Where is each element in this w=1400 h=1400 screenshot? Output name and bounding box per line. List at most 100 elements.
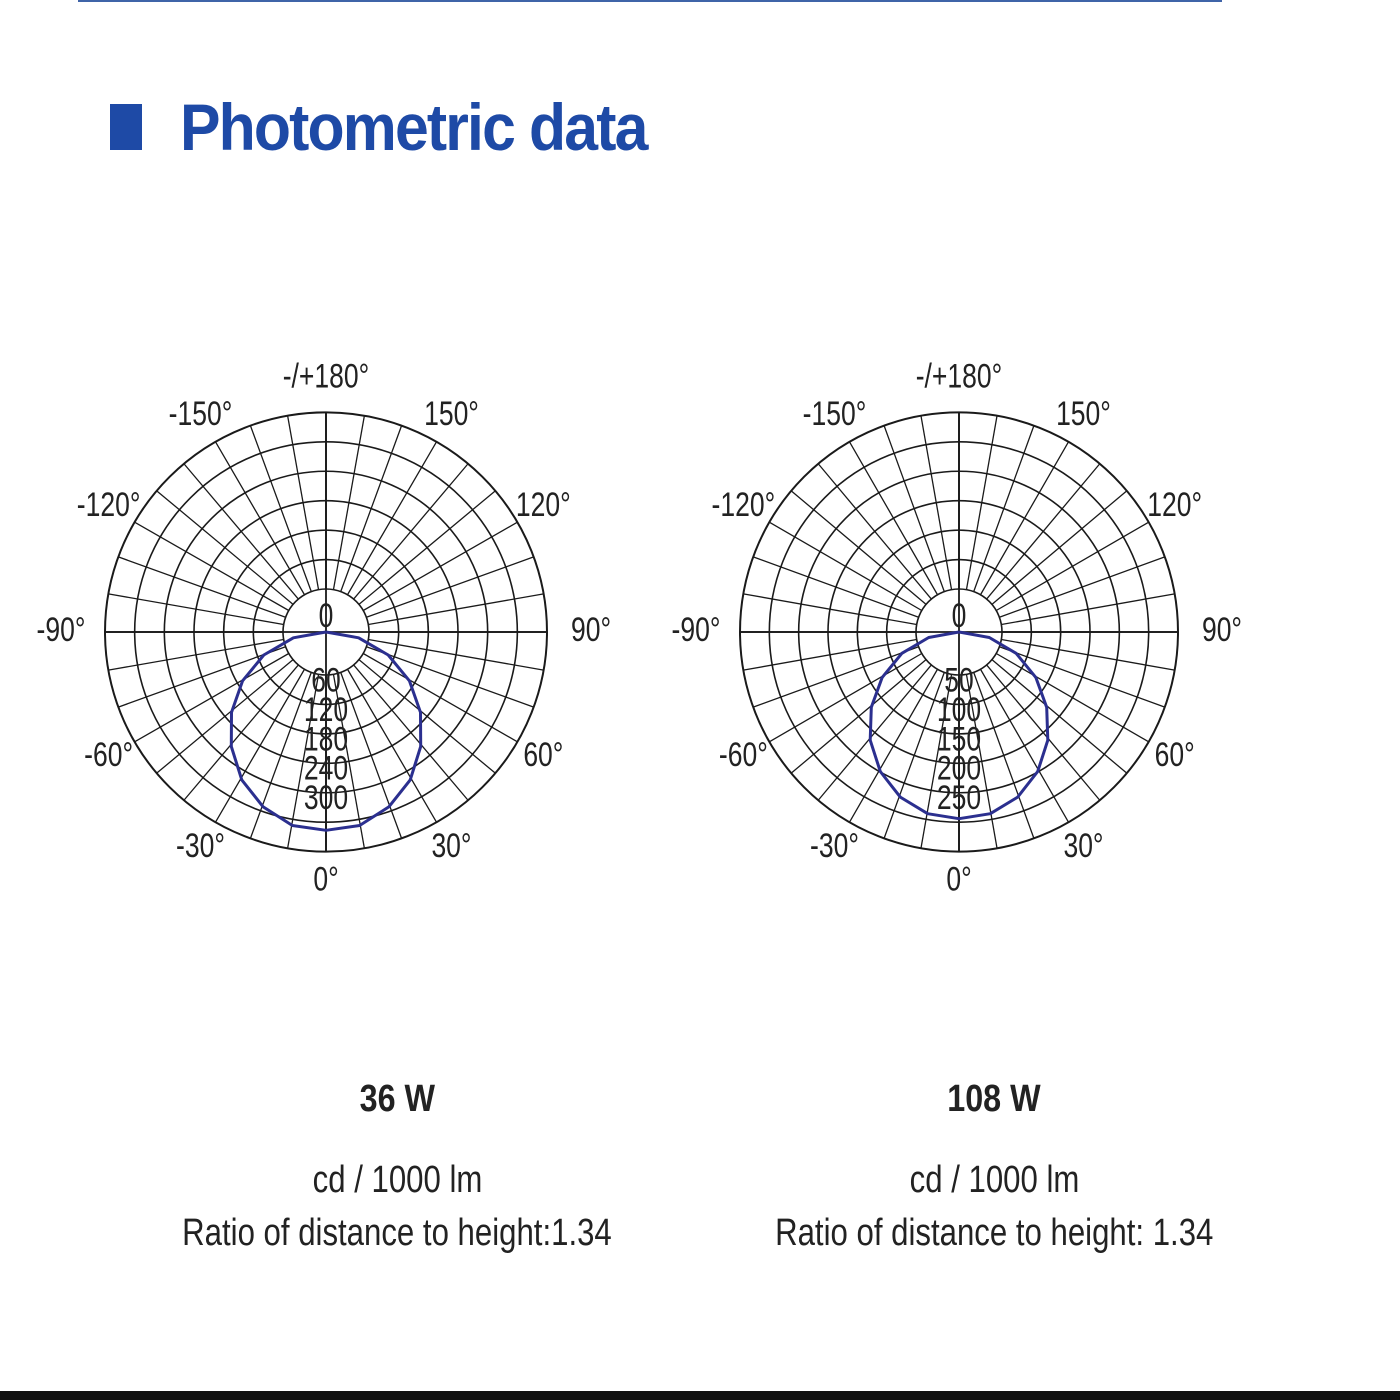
chart-2-angle-5: 150° <box>1056 395 1111 433</box>
chart-1-angle-3: 90° <box>571 611 611 649</box>
chart-2-spoke-260 <box>743 593 917 626</box>
chart-1-angle-9: -90° <box>37 611 86 649</box>
chart-2-spoke-20 <box>973 672 1035 839</box>
chart-2-spoke-80 <box>1001 638 1175 671</box>
chart-1-spoke-230 <box>156 490 294 605</box>
chart-1-angle-8: -120° <box>77 486 141 524</box>
chart-1-spoke-290 <box>118 646 286 708</box>
chart-2-spoke-250 <box>752 556 919 618</box>
chart-1-spoke-320 <box>183 664 299 801</box>
chart-2-spoke-70 <box>999 646 1166 708</box>
chart-2-angle-7: -150° <box>803 395 867 433</box>
chart-2-tick-200: 200 <box>937 750 981 788</box>
chart-2-spoke-140 <box>986 463 1101 600</box>
chart-caption-1: 36 W cd / 1000 lm Ratio of distance to h… <box>117 1078 677 1255</box>
chart-1-angle-10: -60° <box>84 736 133 774</box>
chart-1-tick-240: 240 <box>304 750 348 788</box>
chart-2-spoke-100 <box>1001 593 1175 626</box>
chart-1-spoke-110 <box>366 556 534 618</box>
chart-1-spoke-350 <box>286 674 320 849</box>
chart-2-spoke-350 <box>920 674 953 849</box>
chart-1-tick-300: 300 <box>304 779 348 817</box>
chart-1-spoke-300 <box>134 652 290 743</box>
chart-2-spoke-30 <box>979 668 1070 823</box>
chart-1-spoke-170 <box>332 415 366 590</box>
chart-1-spoke-10 <box>332 674 366 849</box>
chart-2-spoke-170 <box>965 415 998 590</box>
chart-1-spoke-260 <box>108 593 284 626</box>
chart-2-spoke-320 <box>817 664 932 801</box>
chart-2-spoke-10 <box>965 674 998 849</box>
chart-2-spoke-340 <box>883 672 945 839</box>
chart-2-spoke-210 <box>848 441 939 596</box>
chart-2-unit: cd / 1000 lm <box>909 1159 1079 1201</box>
chart-1-spoke-150 <box>346 441 438 596</box>
chart-1-spoke-60 <box>362 652 518 743</box>
chart-1-center-label: 0 <box>319 597 334 635</box>
top-rule <box>78 0 1222 2</box>
chart-2-angle-9: -90° <box>672 611 721 649</box>
chart-1-tick-120: 120 <box>304 691 348 729</box>
chart-1-spoke-250 <box>118 556 286 618</box>
chart-1-unit: cd / 1000 lm <box>312 1159 482 1201</box>
chart-1-spoke-120 <box>362 521 518 612</box>
chart-2-angle-3: 90° <box>1202 611 1242 649</box>
chart-2-spoke-280 <box>743 638 917 671</box>
chart-1-spoke-50 <box>358 659 496 774</box>
chart-2-tick-250: 250 <box>937 779 981 817</box>
chart-2-spoke-50 <box>991 659 1128 774</box>
chart-1-angle-0: 0° <box>313 860 338 898</box>
chart-2-angle-10: -60° <box>719 736 768 774</box>
chart-2-spoke-230 <box>790 490 927 605</box>
chart-1-angle-4: 120° <box>516 486 571 524</box>
chart-1-angle-7: -150° <box>169 395 233 433</box>
chart-1-spoke-40 <box>353 664 469 801</box>
chart-2-angle-8: -120° <box>712 486 776 524</box>
chart-1-spoke-220 <box>183 463 299 600</box>
chart-2-spoke-200 <box>883 425 945 592</box>
chart-1-spoke-160 <box>340 425 403 592</box>
chart-2-angle-1: 30° <box>1063 827 1103 865</box>
chart-1-spoke-70 <box>366 646 534 708</box>
page-title: Photometric data <box>180 90 648 164</box>
chart-2-spoke-40 <box>986 664 1101 801</box>
chart-2-spoke-300 <box>769 652 923 743</box>
chart-2-spoke-130 <box>991 490 1128 605</box>
chart-2-tick-100: 100 <box>937 691 981 729</box>
chart-1-spoke-310 <box>156 659 294 774</box>
chart-2-spoke-110 <box>999 556 1166 618</box>
chart-1-tick-60: 60 <box>311 661 341 699</box>
page-heading: Photometric data <box>110 82 687 172</box>
chart-1-spoke-80 <box>368 638 544 671</box>
chart-2-angle-6: -/+180° <box>916 357 1003 395</box>
chart-2-ratio: Ratio of distance to height: 1.34 <box>774 1212 1214 1254</box>
chart-caption-2: 108 W cd / 1000 lm Ratio of distance to … <box>714 1078 1274 1255</box>
chart-1-angle-2: 60° <box>523 736 563 774</box>
chart-1-series-curve <box>229 630 423 832</box>
chart-1-spoke-210 <box>214 441 306 596</box>
chart-1-spoke-190 <box>286 415 320 590</box>
chart-2-spoke-330 <box>848 668 939 823</box>
chart-1-spoke-140 <box>353 463 469 600</box>
chart-1-spoke-200 <box>249 425 312 592</box>
heading-square-icon <box>110 104 142 150</box>
chart-1-angle-5: 150° <box>424 395 479 433</box>
chart-2-tick-150: 150 <box>937 720 981 758</box>
chart-1-spoke-30 <box>346 668 438 823</box>
chart-1-angle-6: -/+180° <box>283 357 370 395</box>
chart-2-series-curve <box>868 630 1050 821</box>
chart-1-angle-11: -30° <box>176 827 225 865</box>
chart-1-title: 36 W <box>359 1078 435 1120</box>
chart-2-angle-4: 120° <box>1147 486 1202 524</box>
bottom-bar <box>0 1391 1400 1400</box>
chart-1-spoke-100 <box>368 593 544 626</box>
chart-2-tick-50: 50 <box>944 661 974 699</box>
chart-2-spoke-150 <box>979 441 1070 596</box>
chart-2-spoke-60 <box>995 652 1149 743</box>
chart-1-ratio: Ratio of distance to height:1.34 <box>182 1212 612 1254</box>
chart-2-spoke-220 <box>817 463 932 600</box>
chart-2-spoke-240 <box>769 521 923 612</box>
chart-1-tick-180: 180 <box>304 720 348 758</box>
chart-2-spoke-190 <box>920 415 953 590</box>
